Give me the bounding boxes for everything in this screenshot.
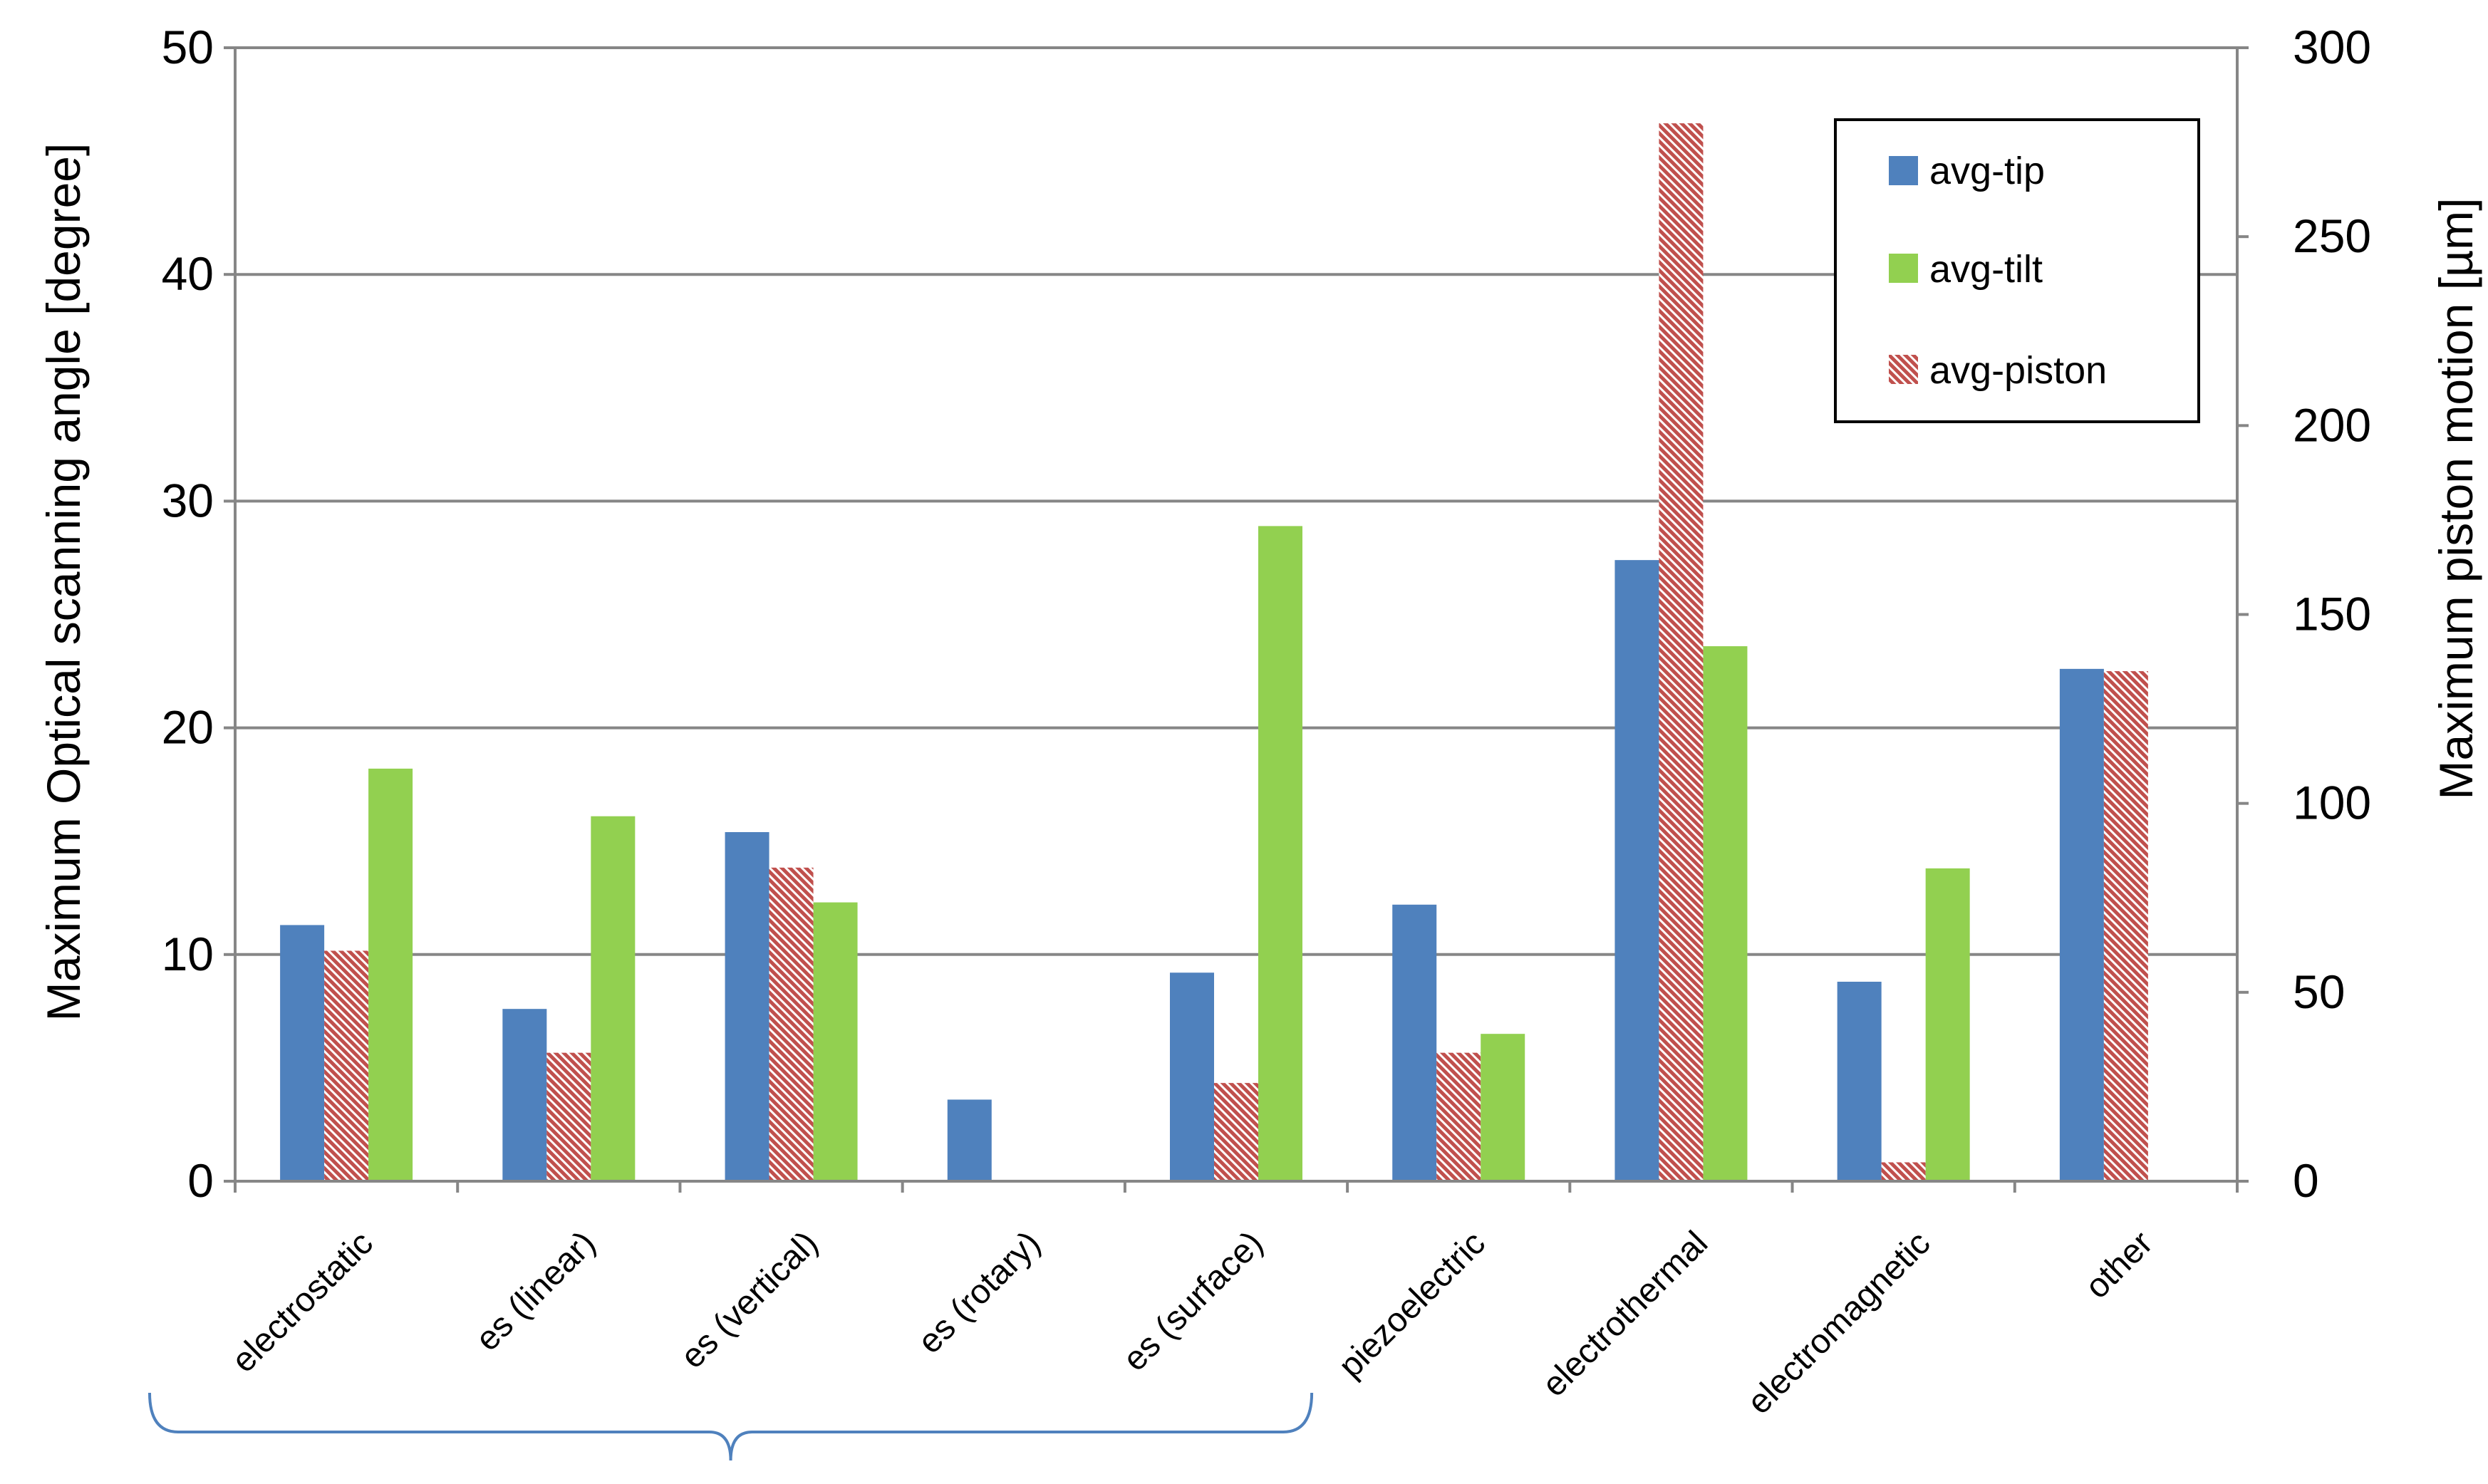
right-tick-label: 150 xyxy=(2293,588,2371,640)
bar-avg-tilt-0 xyxy=(368,768,413,1181)
category-label: other xyxy=(2078,1224,2160,1306)
bar-avg-tilt-1 xyxy=(591,816,636,1181)
left-axis-tick-labels: 0 10 20 30 40 50 xyxy=(162,21,214,1207)
bar-avg-tip-1 xyxy=(502,1009,547,1181)
legend-swatch-avg-tilt xyxy=(1889,254,1918,283)
legend-label-avg-piston: avg-piston xyxy=(1929,349,2107,392)
bar-avg-tilt-5 xyxy=(1481,1034,1525,1181)
left-tick-label: 40 xyxy=(162,247,214,300)
bar-avg-tip-2 xyxy=(725,831,769,1181)
legend-swatch-avg-tip xyxy=(1889,156,1918,185)
group-brace xyxy=(148,1392,1314,1461)
legend-swatch-avg-piston xyxy=(1889,355,1918,384)
right-axis-title: Maximum piston motion [µm] xyxy=(2430,198,2482,800)
left-tick-label: 0 xyxy=(187,1154,214,1207)
bar-avg-tilt-6 xyxy=(1703,646,1748,1181)
category-labels: electrostatic es (linear) es (vertical) es … xyxy=(224,1224,2160,1421)
bar-avg-tilt-4 xyxy=(1258,526,1302,1181)
legend: avg-tip avg-tilt avg-piston xyxy=(1834,118,2200,423)
bar-avg-piston-7 xyxy=(1881,1162,1926,1181)
legend-label-avg-tip: avg-tip xyxy=(1929,150,2045,192)
category-label: es (linear) xyxy=(469,1224,603,1358)
bar-avg-piston-0 xyxy=(324,950,369,1181)
left-tick-label: 50 xyxy=(162,21,214,73)
category-label: electromagnetic xyxy=(1740,1224,1937,1421)
right-tick-label: 50 xyxy=(2293,965,2345,1018)
right-tick-label: 100 xyxy=(2293,777,2371,829)
right-tick-label: 0 xyxy=(2293,1154,2319,1207)
axes xyxy=(224,46,2249,1193)
bar-avg-tilt-7 xyxy=(1925,868,1970,1181)
bar-avg-tip-6 xyxy=(1614,560,1659,1181)
bar-avg-tip-0 xyxy=(280,925,325,1181)
bar-avg-tilt-2 xyxy=(813,902,858,1181)
category-label: piezoelectric xyxy=(1332,1224,1493,1385)
left-axis-title: Maximum Optical scanning angle [degree] xyxy=(37,143,90,1022)
right-tick-label: 250 xyxy=(2293,209,2371,262)
bar-avg-tip-8 xyxy=(2059,668,2104,1181)
category-label: es (vertical) xyxy=(673,1224,825,1376)
bar-avg-piston-1 xyxy=(546,1052,591,1181)
bar-avg-piston-8 xyxy=(2103,671,2148,1181)
legend-label-avg-tilt: avg-tilt xyxy=(1929,248,2043,291)
left-tick-label: 30 xyxy=(162,474,214,526)
bar-avg-piston-5 xyxy=(1436,1052,1481,1181)
bar-avg-piston-6 xyxy=(1659,123,1704,1182)
category-label: electrothermal xyxy=(1535,1224,1716,1404)
bars xyxy=(280,123,2148,1182)
right-tick-label: 200 xyxy=(2293,398,2371,451)
bar-avg-piston-2 xyxy=(769,867,814,1181)
bar-avg-tip-3 xyxy=(947,1099,992,1181)
category-label: es (surface) xyxy=(1116,1224,1270,1379)
bar-avg-piston-4 xyxy=(1214,1083,1258,1181)
bar-avg-tip-5 xyxy=(1392,904,1437,1181)
left-tick-label: 20 xyxy=(162,701,214,754)
bar-avg-tip-4 xyxy=(1170,972,1214,1181)
right-tick-label: 300 xyxy=(2293,21,2371,73)
left-tick-label: 10 xyxy=(162,928,214,980)
category-label: electrostatic xyxy=(224,1224,380,1380)
right-axis-tick-labels: 0 50 100 150 200 250 300 xyxy=(2293,21,2371,1207)
bar-avg-tip-7 xyxy=(1837,981,1882,1181)
category-label: es (rotary) xyxy=(911,1224,1047,1361)
